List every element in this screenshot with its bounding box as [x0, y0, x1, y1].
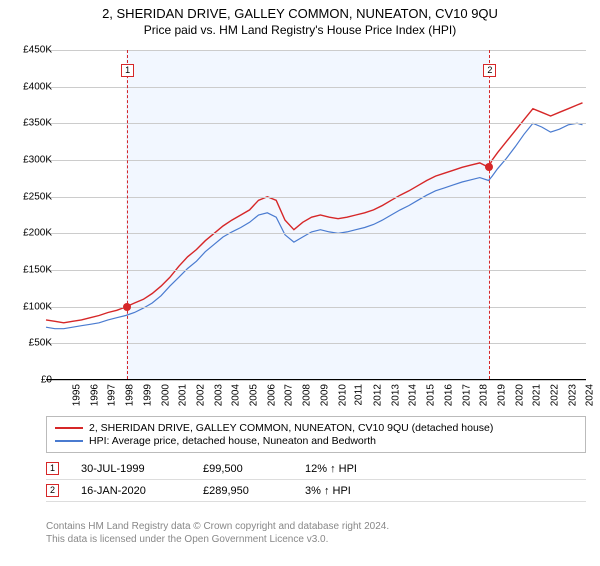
x-axis-label: 2011	[354, 384, 365, 406]
chart-title: 2, SHERIDAN DRIVE, GALLEY COMMON, NUNEAT…	[0, 6, 600, 21]
y-axis-label: £400K	[23, 81, 52, 92]
marker-box: 2	[483, 64, 496, 77]
x-axis-label: 2002	[195, 384, 206, 406]
footer-line-1: Contains HM Land Registry data © Crown c…	[46, 520, 389, 533]
x-axis-label: 2014	[408, 384, 419, 406]
x-axis-label: 2000	[160, 384, 171, 406]
legend-swatch	[55, 440, 83, 442]
x-axis-label: 2007	[284, 384, 295, 406]
footer-line-2: This data is licensed under the Open Gov…	[46, 533, 389, 546]
x-axis-label: 2024	[585, 384, 596, 406]
transaction-delta: 12% ↑ HPI	[305, 463, 385, 475]
y-axis-label: £200K	[23, 228, 52, 239]
y-axis-label: £250K	[23, 191, 52, 202]
x-axis-label: 2004	[231, 384, 242, 406]
transaction-date: 30-JUL-1999	[81, 463, 181, 475]
x-axis-label: 2008	[301, 384, 312, 406]
x-axis-label: 2010	[337, 384, 348, 406]
x-axis-label: 2009	[319, 384, 330, 406]
legend-item: HPI: Average price, detached house, Nune…	[55, 435, 577, 447]
legend-label: 2, SHERIDAN DRIVE, GALLEY COMMON, NUNEAT…	[89, 422, 493, 434]
x-axis-label: 2016	[443, 384, 454, 406]
y-axis-label: £100K	[23, 301, 52, 312]
x-axis-label: 1999	[142, 384, 153, 406]
x-axis-label: 1997	[107, 384, 118, 406]
x-axis-label: 2019	[496, 384, 507, 406]
transaction-price: £289,950	[203, 485, 283, 497]
x-axis-label: 2006	[266, 384, 277, 406]
x-axis-label: 1998	[124, 384, 135, 406]
y-axis-label: £150K	[23, 265, 52, 276]
gridline	[46, 380, 586, 381]
transaction-date: 16-JAN-2020	[81, 485, 181, 497]
x-axis-label: 2022	[549, 384, 560, 406]
y-axis-label: £300K	[23, 155, 52, 166]
y-axis-label: £450K	[23, 45, 52, 56]
x-axis-label: 2018	[478, 384, 489, 406]
y-axis-label: £50K	[29, 338, 52, 349]
marker-vline	[127, 50, 128, 379]
legend-box: 2, SHERIDAN DRIVE, GALLEY COMMON, NUNEAT…	[46, 416, 586, 453]
marker-dot	[123, 303, 131, 311]
x-axis-label: 2001	[177, 384, 188, 406]
transaction-delta: 3% ↑ HPI	[305, 485, 385, 497]
x-axis-label: 1996	[89, 384, 100, 406]
footer-attribution: Contains HM Land Registry data © Crown c…	[46, 520, 389, 546]
x-axis-label: 2012	[372, 384, 383, 406]
x-axis-label: 1995	[71, 384, 82, 406]
legend-swatch	[55, 427, 83, 429]
x-axis-label: 2023	[567, 384, 578, 406]
transaction-row: 2 16-JAN-2020 £289,950 3% ↑ HPI	[46, 480, 586, 502]
x-axis-label: 2013	[390, 384, 401, 406]
marker-dot	[485, 163, 493, 171]
x-axis-label: 2003	[213, 384, 224, 406]
plot-area: 12	[46, 50, 586, 380]
x-axis-label: 2017	[461, 384, 472, 406]
y-axis-label: £0	[41, 375, 52, 386]
transactions-table: 1 30-JUL-1999 £99,500 12% ↑ HPI 2 16-JAN-2020…	[46, 458, 586, 502]
x-axis-label: 2005	[248, 384, 259, 406]
transaction-price: £99,500	[203, 463, 283, 475]
marker-box: 1	[121, 64, 134, 77]
x-axis-label: 2021	[532, 384, 543, 406]
chart-subtitle: Price paid vs. HM Land Registry's House …	[0, 23, 600, 37]
x-axis-label: 2015	[425, 384, 436, 406]
transaction-marker-box: 1	[46, 462, 59, 475]
transaction-marker-box: 2	[46, 484, 59, 497]
transaction-row: 1 30-JUL-1999 £99,500 12% ↑ HPI	[46, 458, 586, 480]
marker-vline	[489, 50, 490, 379]
chart-container: 2, SHERIDAN DRIVE, GALLEY COMMON, NUNEAT…	[0, 6, 600, 566]
y-axis-label: £350K	[23, 118, 52, 129]
x-axis-label: 2020	[514, 384, 525, 406]
legend-item: 2, SHERIDAN DRIVE, GALLEY COMMON, NUNEAT…	[55, 422, 577, 434]
legend-label: HPI: Average price, detached house, Nune…	[89, 435, 376, 447]
